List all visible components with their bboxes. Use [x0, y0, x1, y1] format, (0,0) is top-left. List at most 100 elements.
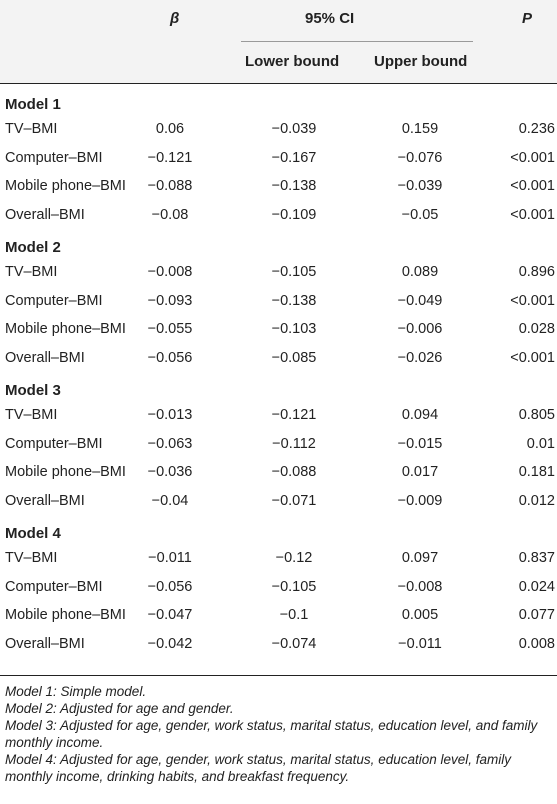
beta-cell: −0.008	[147, 264, 193, 280]
upper-bound-cell: −0.008	[397, 578, 443, 595]
p-value-cell: 0.028	[518, 321, 555, 337]
lower-bound-cell: −0.085	[271, 349, 317, 366]
beta-cell: −0.055	[147, 321, 193, 337]
model-heading: Model 1	[0, 84, 557, 113]
beta-cell: −0.011	[148, 550, 192, 566]
table-header: β 95% CI P Lower bound Upper bound	[0, 0, 557, 83]
p-value-cell: 0.896	[518, 264, 555, 280]
p-value-cell: <0.001	[510, 178, 555, 194]
row-label: TV–BMI	[5, 121, 58, 137]
header-p: P	[522, 10, 533, 27]
beta-cell: −0.063	[147, 435, 193, 452]
p-value-cell: 0.01	[526, 435, 555, 452]
p-value-cell: 0.837	[518, 550, 555, 566]
p-value-cell: 0.008	[518, 635, 555, 652]
p-value-cell: 0.181	[518, 464, 555, 480]
lower-bound-cell: −0.1	[279, 607, 309, 623]
beta-cell: −0.121	[147, 149, 193, 166]
table-row: Computer–BMI −0.056 −0.105 −0.008 0.024	[0, 571, 557, 600]
lower-bound-cell: −0.138	[271, 292, 317, 309]
upper-bound-cell: −0.039	[397, 178, 443, 194]
table-row: TV–BMI −0.008 −0.105 0.089 0.896	[0, 256, 557, 285]
lower-bound-cell: −0.112	[272, 435, 316, 452]
beta-cell: −0.036	[147, 464, 193, 480]
upper-bound-cell: 0.005	[401, 607, 439, 623]
table-row: Mobile phone–BMI −0.047 −0.1 0.005 0.077	[0, 599, 557, 628]
table-row: Computer–BMI −0.063 −0.112 −0.015 0.01	[0, 428, 557, 457]
p-value-cell: 0.012	[518, 492, 555, 509]
upper-bound-cell: −0.006	[397, 321, 443, 337]
header-beta: β	[170, 10, 180, 27]
lower-bound-cell: −0.088	[271, 464, 317, 480]
note-line: Model 3: Adjusted for age, gender, work …	[5, 718, 538, 750]
upper-bound-cell: 0.097	[401, 550, 439, 566]
lower-bound-cell: −0.074	[271, 635, 317, 652]
model-heading: Model 4	[0, 513, 557, 542]
lower-bound-cell: −0.105	[271, 578, 317, 595]
lower-bound-cell: −0.138	[271, 178, 317, 194]
p-value-cell: <0.001	[510, 349, 555, 366]
beta-cell: −0.056	[147, 349, 193, 366]
table-row: Overall–BMI −0.08 −0.109 −0.05 <0.001	[0, 199, 557, 228]
p-value-cell: <0.001	[510, 149, 555, 166]
beta-cell: −0.047	[147, 607, 193, 623]
beta-cell: −0.08	[151, 206, 189, 223]
table-row: TV–BMI −0.013 −0.121 0.094 0.805	[0, 399, 557, 428]
upper-bound-cell: 0.017	[401, 464, 439, 480]
beta-cell: −0.088	[147, 178, 193, 194]
lower-bound-cell: −0.105	[271, 264, 317, 280]
beta-cell: −0.013	[147, 407, 193, 423]
table-notes: Model 1: Simple model. Model 2: Adjusted …	[5, 683, 553, 785]
model-heading: Model 2	[0, 227, 557, 256]
model-title: Model 2	[5, 239, 61, 256]
p-value-cell: 0.024	[518, 578, 555, 595]
note-line: Model 4: Adjusted for age, gender, work …	[5, 752, 512, 784]
table-row: Overall–BMI −0.042 −0.074 −0.011 0.008	[0, 628, 557, 657]
bottom-rule	[0, 675, 557, 676]
p-value-cell: <0.001	[510, 206, 555, 223]
row-label: Mobile phone–BMI	[5, 178, 126, 194]
table-row: Mobile phone–BMI −0.055 −0.103 −0.006 0.028	[0, 313, 557, 342]
upper-bound-cell: −0.049	[397, 292, 443, 309]
model-title: Model 1	[5, 96, 61, 113]
header-upper-bound: Upper bound	[374, 53, 468, 70]
upper-bound-cell: −0.076	[397, 149, 443, 166]
upper-bound-cell: −0.011	[398, 635, 442, 652]
table-row: TV–BMI −0.011 −0.12 0.097 0.837	[0, 542, 557, 571]
row-label: Computer–BMI	[5, 292, 103, 309]
row-label: TV–BMI	[5, 407, 58, 423]
lower-bound-cell: −0.071	[271, 492, 317, 509]
note-line: Model 1: Simple model.	[5, 684, 147, 699]
model-title: Model 4	[5, 525, 61, 542]
row-label: Computer–BMI	[5, 435, 103, 452]
table-row: Overall–BMI −0.056 −0.085 −0.026 <0.001	[0, 342, 557, 371]
p-value-cell: <0.001	[510, 292, 555, 309]
row-label: Overall–BMI	[5, 206, 85, 223]
row-label: Computer–BMI	[5, 149, 103, 166]
upper-bound-cell: 0.159	[401, 121, 439, 137]
model-title: Model 3	[5, 382, 61, 399]
beta-cell: −0.056	[147, 578, 193, 595]
table-row: Computer–BMI −0.093 −0.138 −0.049 <0.001	[0, 285, 557, 314]
upper-bound-cell: −0.015	[397, 435, 443, 452]
p-value-cell: 0.236	[518, 121, 555, 137]
table-body: Model 1 TV–BMI 0.06 −0.039 0.159 0.236 Compute…	[0, 84, 557, 656]
beta-cell: 0.06	[155, 121, 185, 137]
table-row: TV–BMI 0.06 −0.039 0.159 0.236	[0, 113, 557, 142]
model-heading: Model 3	[0, 370, 557, 399]
ci-divider	[241, 41, 473, 42]
lower-bound-cell: −0.103	[271, 321, 317, 337]
p-value-cell: 0.077	[518, 607, 555, 623]
header-ci: 95% CI	[305, 10, 355, 27]
row-label: TV–BMI	[5, 264, 58, 280]
lower-bound-cell: −0.12	[275, 550, 313, 566]
header-lower-bound: Lower bound	[245, 53, 340, 70]
beta-cell: −0.042	[147, 635, 193, 652]
row-label: Mobile phone–BMI	[5, 607, 126, 623]
row-label: Overall–BMI	[5, 635, 85, 652]
row-label: TV–BMI	[5, 550, 58, 566]
row-label: Overall–BMI	[5, 349, 85, 366]
upper-bound-cell: −0.026	[397, 349, 443, 366]
lower-bound-cell: −0.167	[271, 149, 317, 166]
row-label: Mobile phone–BMI	[5, 321, 126, 337]
